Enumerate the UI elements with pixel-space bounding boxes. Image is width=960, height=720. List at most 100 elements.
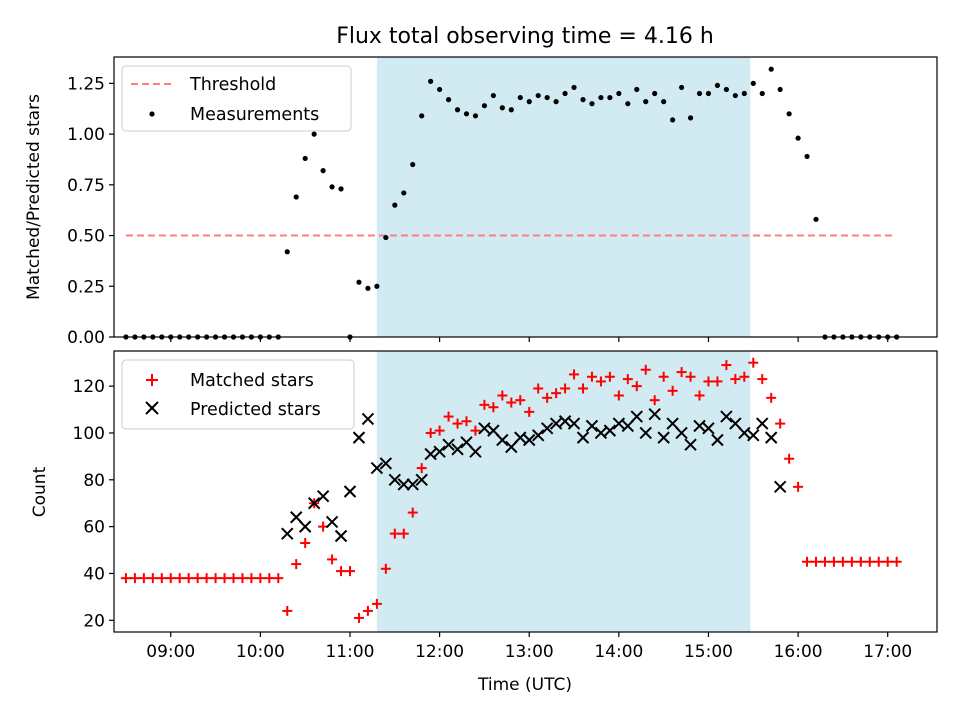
matched-star-point — [201, 573, 212, 584]
matched-star-point — [694, 390, 705, 401]
count-x-tick-label: 10:00 — [236, 642, 285, 662]
predicted-star-point — [603, 424, 617, 437]
matched-star-point — [631, 381, 642, 392]
matched-star-point — [828, 556, 839, 567]
matched-star-point — [649, 395, 660, 406]
measurement-point — [661, 99, 667, 105]
matched-star-point — [291, 559, 302, 570]
measurement-point — [768, 66, 774, 72]
measurement-point — [813, 216, 819, 222]
predicted-star-point — [361, 412, 375, 426]
measurement-point — [696, 90, 703, 97]
matched-star-point — [192, 573, 203, 584]
matched-star-point — [461, 416, 472, 427]
measurement-point — [472, 113, 479, 119]
measurement-point — [499, 105, 505, 111]
ratio-y-ticks: 0.00 0.25 0.50 0.75 1.00 1.25 — [67, 74, 114, 348]
predicted-star-point — [496, 433, 509, 447]
predicted-star-point — [693, 419, 706, 433]
predicted-star-point — [343, 485, 357, 498]
ratio-plot-frame — [113, 56, 938, 338]
matched-star-point — [676, 367, 687, 378]
count-y-tick-label: 60 — [83, 518, 105, 538]
measurement-point — [508, 107, 514, 113]
x-axis-label: Time (UTC) — [477, 675, 572, 695]
measurement-point — [454, 107, 461, 113]
measurement-point — [678, 84, 685, 91]
matched-star-point — [479, 399, 490, 410]
measurement-point — [759, 90, 765, 97]
matched-legend-swatch — [146, 374, 158, 386]
matched-star-point — [515, 395, 526, 406]
matched-star-point — [174, 573, 185, 584]
count-plot-frame — [113, 350, 938, 633]
matched-star-point — [784, 453, 795, 464]
predicted-star-point — [388, 473, 402, 486]
matched-star-point — [497, 390, 508, 401]
count-y-tick-label: 20 — [83, 611, 105, 631]
predicted-star-point — [549, 417, 563, 430]
matched-star-point — [210, 573, 221, 584]
ratio-y-tick-label: 0.75 — [67, 176, 105, 196]
matched-star-point — [452, 418, 463, 429]
predicted-star-point — [675, 426, 688, 440]
matched-star-point — [533, 383, 544, 394]
predicted-star-point — [298, 520, 312, 533]
matched-star-point — [766, 392, 777, 403]
count-x-tick-label: 13:00 — [505, 642, 554, 662]
predicted-star-point — [523, 433, 536, 447]
measurement-point — [284, 249, 290, 255]
predicted-star-point — [738, 426, 751, 440]
measurement-point — [562, 90, 568, 97]
count-x-tick-label: 17:00 — [863, 642, 912, 662]
matched-star-point — [443, 411, 454, 422]
predicted-star-point — [316, 489, 330, 503]
matched-star-point — [560, 383, 571, 394]
matched-star-point — [595, 376, 606, 387]
matched-star-point — [470, 425, 481, 436]
matched-star-point — [246, 573, 257, 584]
predicted-star-point — [307, 497, 321, 510]
matched-star-point — [506, 397, 517, 408]
measurement-point — [598, 94, 604, 101]
matched-star-point — [300, 538, 311, 549]
matched-star-point — [604, 371, 615, 382]
predicted-star-point — [558, 415, 572, 428]
predicted-star-point — [442, 438, 455, 451]
ratio-y-axis-label: Matched/Predicted stars — [24, 94, 44, 300]
predicted-star-point — [648, 408, 661, 421]
predicted-star-point — [334, 529, 348, 543]
predicted-star-point — [684, 438, 697, 451]
measurement-point — [410, 161, 416, 168]
ratio-x-ticks — [170, 337, 889, 342]
matched-star-point — [721, 360, 732, 371]
predicted-star-point — [406, 478, 419, 491]
matched-star-point — [156, 573, 167, 584]
matched-star-point — [255, 573, 266, 584]
measurement-point — [580, 97, 586, 103]
matched-star-point — [138, 573, 149, 584]
matched-star-point — [327, 554, 338, 565]
matched-star-point — [380, 563, 391, 574]
ratio-legend-box — [121, 65, 352, 132]
matched-star-point — [775, 418, 786, 429]
measurement-point — [392, 202, 398, 208]
matched-star-point — [183, 573, 194, 584]
matched-star-point — [371, 598, 382, 609]
count-y-axis-label: Count — [30, 466, 50, 517]
count-x-tick-label: 16:00 — [774, 642, 823, 662]
measurement-point — [338, 186, 344, 192]
measurement-point — [490, 92, 496, 99]
measurements-legend-label: Measurements — [190, 105, 319, 125]
threshold-legend-label: Threshold — [189, 75, 276, 95]
predicted-star-point — [585, 419, 599, 433]
predicted-star-point — [576, 431, 590, 444]
measurement-point — [544, 94, 550, 101]
count-y-tick-label: 80 — [83, 471, 105, 491]
matched-star-point — [891, 556, 902, 567]
count-legend-box — [121, 359, 355, 430]
ratio-y-tick-label: 0.00 — [67, 328, 105, 348]
predicted-star-point — [764, 431, 778, 444]
matched-star-point — [336, 566, 347, 577]
predicted-star-point — [478, 422, 491, 435]
